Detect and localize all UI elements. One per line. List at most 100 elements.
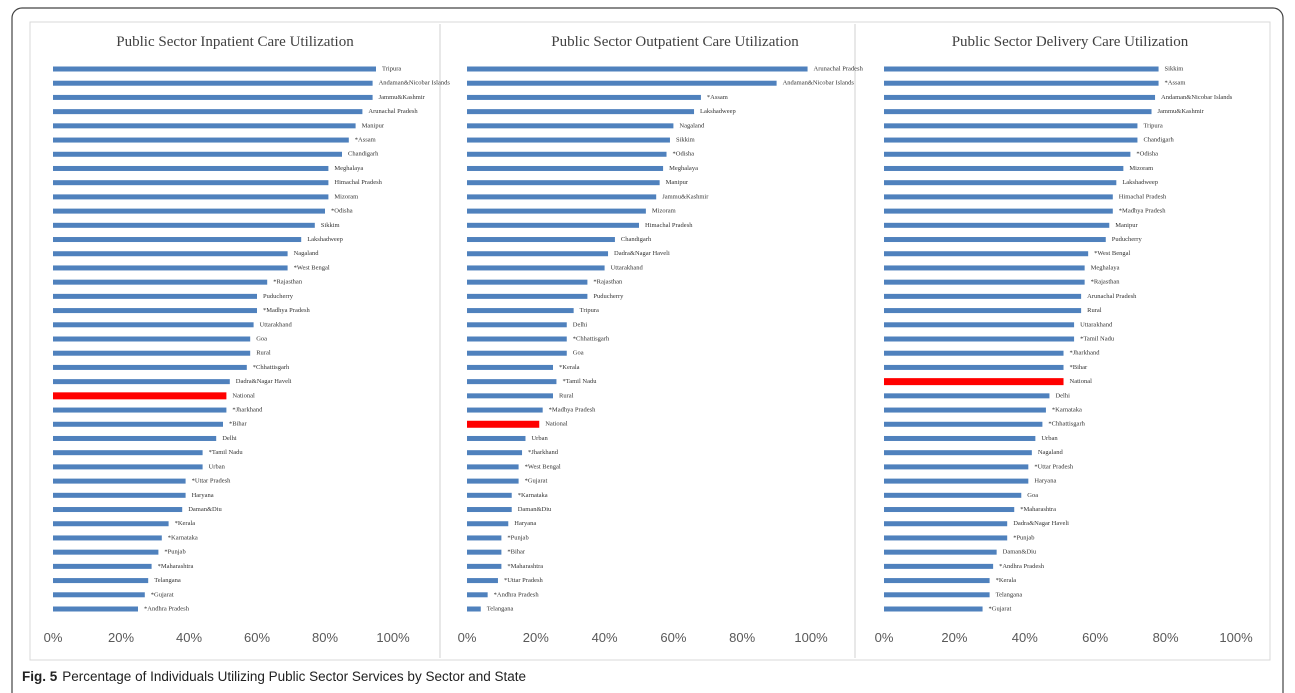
- caption-text: Percentage of Individuals Utilizing Publ…: [62, 669, 526, 684]
- bar-label: Nagaland: [1038, 449, 1064, 456]
- bar: [467, 308, 574, 314]
- bar-label: Uttarakhand: [611, 264, 644, 271]
- bar-label: Arunachal Pradesh: [368, 108, 418, 115]
- bar: [884, 222, 1110, 228]
- bar-label: Telangana: [154, 577, 181, 584]
- bar: [53, 208, 325, 214]
- bar-label: Tripura: [580, 307, 599, 314]
- bar: [53, 251, 288, 257]
- bar-label: *Madhya Pradesh: [549, 407, 597, 414]
- bar: [467, 237, 615, 243]
- bar: [467, 222, 639, 228]
- bar: [53, 478, 186, 484]
- bar-label: *Jharkhand: [1070, 350, 1101, 357]
- bar-label: Tripura: [1143, 122, 1162, 129]
- bar-label: Meghalaya: [1091, 264, 1120, 271]
- bar: [884, 549, 997, 555]
- bar: [53, 165, 329, 171]
- bar-label: *Maharashtra: [507, 563, 543, 570]
- bar: [467, 165, 664, 171]
- bar-label: Goa: [1027, 492, 1038, 499]
- bar: [53, 407, 227, 413]
- bar-label: *Uttar Pradesh: [192, 478, 232, 485]
- bar: [467, 379, 557, 385]
- bar: [53, 293, 257, 299]
- bar-label: Andaman&Nicobar Islands: [1161, 94, 1233, 101]
- bar-label: Manipur: [1115, 222, 1138, 229]
- bar-label: *Karnataka: [168, 534, 198, 541]
- bar: [884, 237, 1106, 243]
- bar-label: *Assam: [1165, 80, 1186, 87]
- bar: [884, 350, 1064, 356]
- bar-label: Nagaland: [679, 122, 705, 129]
- bar: [53, 435, 217, 441]
- bar-label: Chandigarh: [348, 151, 379, 158]
- bar-label: *Assam: [707, 94, 728, 101]
- x-tick-label: 80%: [729, 630, 755, 645]
- bar-label: Daman&Diu: [188, 506, 222, 513]
- bar: [884, 208, 1113, 214]
- bar-label: *Jharkhand: [232, 407, 263, 414]
- bar: [884, 94, 1156, 100]
- bar: [884, 478, 1029, 484]
- bar: [53, 123, 356, 129]
- bar: [884, 322, 1075, 328]
- bar-label: Lakshadweep: [307, 236, 343, 243]
- bar-label: National: [545, 421, 568, 428]
- bar: [467, 478, 519, 484]
- bar: [53, 322, 254, 328]
- bar-label: Urban: [531, 435, 548, 442]
- bar-label: *Kerala: [175, 520, 196, 527]
- bar-label: National: [1070, 378, 1093, 385]
- bar: [467, 208, 646, 214]
- bar: [467, 407, 543, 413]
- bar-label: *Andhra Pradesh: [999, 563, 1045, 570]
- bar: [884, 563, 994, 569]
- chart-title: Public Sector Outpatient Care Utilizatio…: [551, 34, 799, 50]
- bar-label: *Uttar Pradesh: [504, 577, 544, 584]
- bar-label: *Chhattisgarh: [1048, 421, 1085, 428]
- bar: [53, 492, 186, 498]
- bar: [467, 322, 567, 328]
- x-tick-label: 0%: [44, 630, 63, 645]
- bar: [467, 66, 808, 72]
- bar: [467, 364, 553, 370]
- bar-label: Mizoram: [334, 193, 358, 200]
- bar-label: Dadra&Nagar Haveli: [1013, 520, 1069, 527]
- bar-label: Goa: [256, 335, 267, 342]
- x-tick-label: 100%: [794, 630, 828, 645]
- bar-label: Puducherry: [263, 293, 294, 300]
- bar: [884, 378, 1064, 386]
- bar: [53, 336, 251, 342]
- bar-label: Urban: [209, 463, 226, 470]
- bar: [884, 265, 1085, 271]
- bar: [884, 464, 1029, 470]
- bar-label: *Odisha: [331, 208, 353, 215]
- bar-label: Rural: [1087, 307, 1102, 314]
- bar-label: Mizoram: [1129, 165, 1153, 172]
- bar: [53, 80, 373, 86]
- x-tick-label: 100%: [376, 630, 410, 645]
- bar-label: *West Bengal: [525, 463, 561, 470]
- x-tick-label: 100%: [1219, 630, 1253, 645]
- bar-label: Uttarakhand: [260, 321, 293, 328]
- bar: [884, 80, 1159, 86]
- bar-label: *Rajasthan: [1091, 279, 1121, 286]
- caption: Fig. 5 Percentage of Individuals Utilizin…: [22, 669, 526, 684]
- bar: [467, 279, 588, 285]
- bar-label: Haryana: [514, 520, 536, 527]
- bar-label: Arunachal Pradesh: [814, 65, 864, 72]
- bar-label: Chandigarh: [621, 236, 652, 243]
- bar-label: *Chhattisgarh: [573, 335, 610, 342]
- bar: [467, 123, 674, 129]
- bar-label: Chandigarh: [1143, 137, 1174, 144]
- bar: [53, 563, 152, 569]
- bar: [467, 350, 567, 356]
- bar: [53, 279, 268, 285]
- frame: [11, 7, 1284, 693]
- bar: [884, 606, 983, 612]
- bar: [53, 535, 162, 541]
- bar-label: *Bihar: [507, 549, 526, 556]
- bar: [467, 563, 502, 569]
